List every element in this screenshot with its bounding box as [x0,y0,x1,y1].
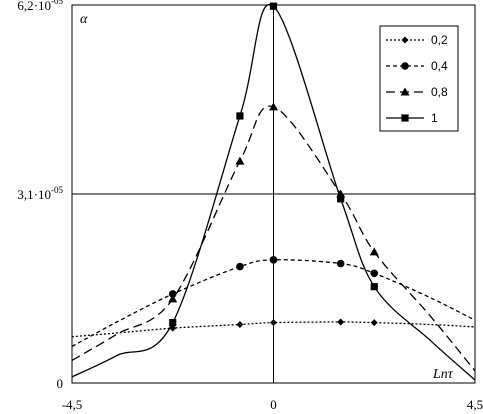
series-markers [168,2,379,332]
data-point [270,319,277,327]
y-tick-label: 3,1·10-05 [17,185,63,202]
x-axis-label: Lnτ [432,367,454,382]
y-tick-label-exponent: -05 [51,0,63,6]
y-tick-label-exponent: -05 [51,185,63,195]
legend-marker [401,36,409,44]
data-point [168,290,177,298]
data-point [337,318,345,326]
data-point [370,269,379,278]
legend-label: 0,4 [431,59,448,73]
legend-marker [401,62,409,70]
y-axis-label: α [80,12,88,27]
y-tick-label: 6,2·10-05 [17,0,63,13]
data-point [337,195,345,203]
legend-marker [400,87,410,96]
data-point [336,259,345,268]
data-point [269,256,278,264]
x-tick-label: -4,5 [62,397,83,412]
series-line-0-2 [71,321,476,338]
data-point [169,324,177,332]
y-tick-label-base: 0 [57,376,64,391]
y-axis-ticks: 03,1·10-056,2·10-05 [17,0,63,391]
legend-label: 0,8 [431,85,448,99]
data-point [370,283,378,291]
y-tick-label: 0 [57,376,64,391]
legend-label: 0,2 [431,33,448,47]
y-tick-label-base: 3,1·10 [17,187,51,202]
data-point [369,247,379,256]
legend-box [379,25,459,132]
data-point [370,319,378,327]
data-point [169,319,177,327]
legend: 0,2 0,4 0,8 1 [379,25,459,132]
x-tick-label: 0 [270,397,277,412]
legend-label: 1 [431,111,438,125]
data-point [269,2,278,10]
legend-marker [401,114,409,122]
data-point [269,102,278,111]
data-point [236,112,244,120]
y-tick-label-base: 6,2·10 [17,0,51,13]
data-point [168,294,178,303]
data-point [235,156,245,165]
x-tick-label: 4,5 [467,397,483,412]
data-point [236,320,244,328]
data-point [236,262,244,271]
x-axis-ticks: -4,5 0 4,5 [62,397,483,412]
